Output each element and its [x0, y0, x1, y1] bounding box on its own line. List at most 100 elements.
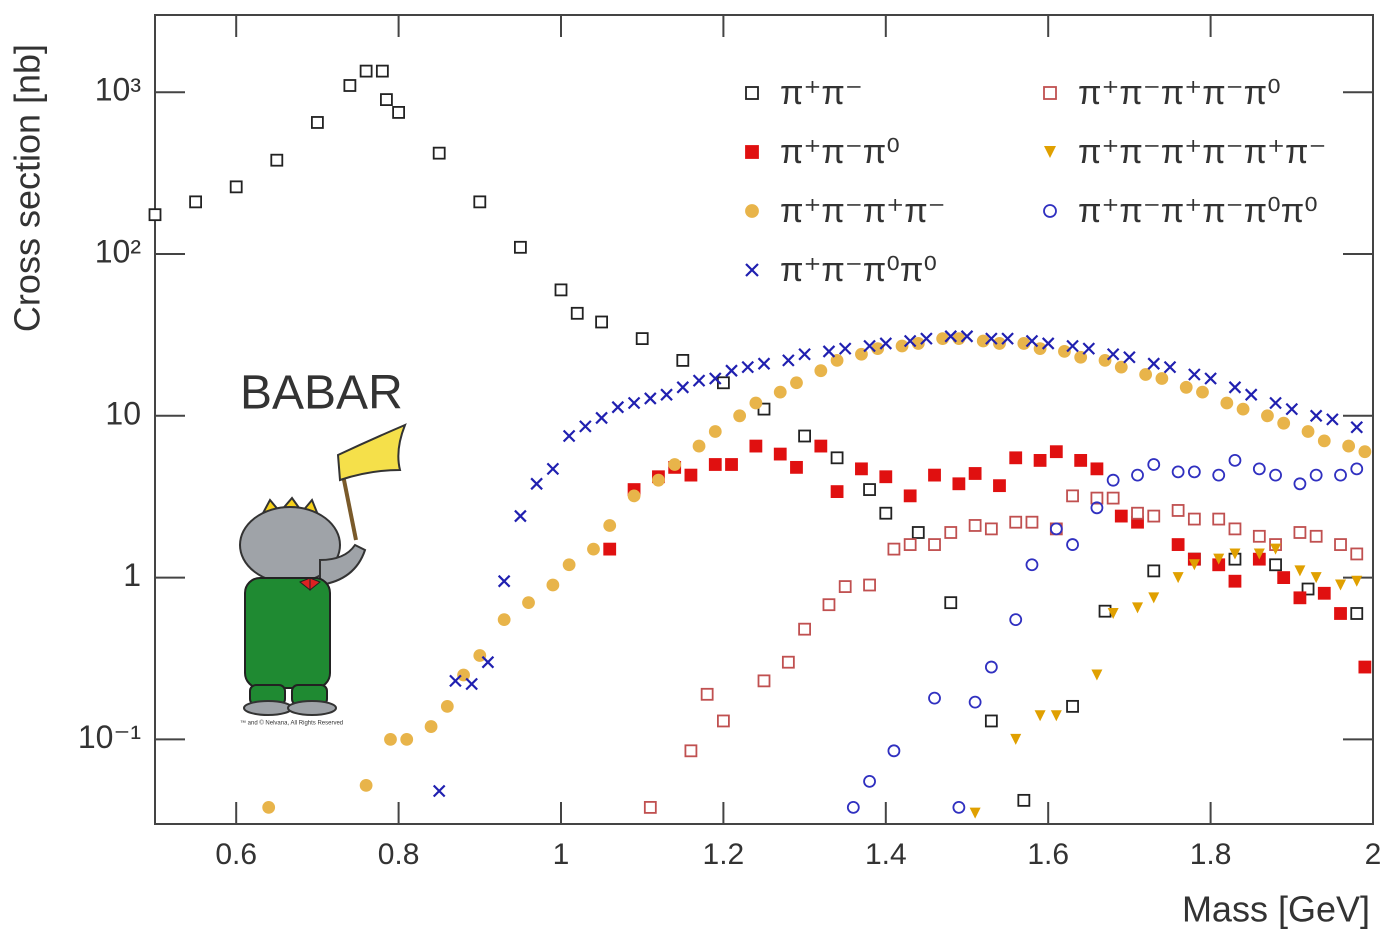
marker: [312, 117, 323, 128]
legend-label: π⁺π⁻π⁰: [780, 133, 900, 171]
marker: [361, 780, 372, 791]
marker: [1189, 514, 1200, 525]
marker: [970, 520, 981, 531]
marker: [856, 463, 867, 474]
marker: [1359, 662, 1370, 673]
marker: [474, 196, 485, 207]
annotation: BABAR: [240, 367, 403, 420]
legend-label: π⁺π⁻π⁰π⁰: [780, 251, 937, 289]
marker: [263, 802, 274, 813]
marker: [888, 544, 899, 555]
marker: [572, 308, 583, 319]
marker: [1343, 441, 1354, 452]
marker: [1140, 369, 1151, 380]
marker: [604, 520, 615, 531]
marker: [905, 539, 916, 550]
marker: [1116, 511, 1127, 522]
x-tick-label: 1: [553, 838, 570, 871]
marker: [1148, 565, 1159, 576]
marker: [401, 734, 412, 745]
marker: [694, 441, 705, 452]
marker: [1148, 511, 1159, 522]
marker: [1294, 592, 1305, 603]
marker: [783, 657, 794, 668]
marker: [393, 107, 404, 118]
marker: [759, 675, 770, 686]
marker: [1108, 493, 1119, 504]
marker: [864, 484, 875, 495]
marker: [945, 597, 956, 608]
marker: [588, 544, 599, 555]
y-tick-label: 1: [123, 557, 141, 593]
marker: [864, 580, 875, 591]
marker: [1278, 418, 1289, 429]
marker: [929, 539, 940, 550]
marker: [799, 431, 810, 442]
marker: [685, 745, 696, 756]
marker: [832, 452, 843, 463]
y-tick-label: 10⁻¹: [78, 719, 141, 755]
x-axis-title: Mass [GeV]: [1182, 889, 1370, 930]
marker: [929, 470, 940, 481]
marker: [1229, 576, 1240, 587]
marker: [746, 146, 758, 158]
marker: [685, 470, 696, 481]
copyright: ™ and © Nelvana, All Rights Reserved: [240, 720, 343, 727]
marker: [1018, 795, 1029, 806]
marker: [710, 426, 721, 437]
marker: [604, 544, 615, 555]
marker: [986, 523, 997, 534]
marker: [775, 387, 786, 398]
marker: [1173, 505, 1184, 516]
marker: [1335, 539, 1346, 550]
marker: [750, 397, 761, 408]
y-tick-label: 10³: [95, 72, 142, 108]
marker: [1311, 531, 1322, 542]
marker: [669, 459, 680, 470]
y-tick-label: 10²: [95, 233, 142, 269]
marker: [1294, 527, 1305, 538]
marker: [945, 527, 956, 538]
marker: [1091, 463, 1102, 474]
marker: [381, 94, 392, 105]
marker: [434, 148, 445, 159]
marker: [1035, 455, 1046, 466]
marker: [556, 284, 567, 295]
marker: [746, 205, 758, 217]
marker: [1197, 387, 1208, 398]
marker: [746, 87, 758, 99]
marker: [750, 441, 761, 452]
marker: [1351, 608, 1362, 619]
marker: [880, 508, 891, 519]
y-tick-label: 10: [105, 395, 141, 431]
y-axis-title: Cross section [nb]: [7, 44, 48, 332]
marker: [653, 475, 664, 486]
marker: [1229, 523, 1240, 534]
marker: [791, 462, 802, 473]
marker: [1303, 426, 1314, 437]
marker: [1335, 608, 1346, 619]
marker: [905, 490, 916, 501]
marker: [1213, 514, 1224, 525]
marker: [734, 410, 745, 421]
marker: [564, 559, 575, 570]
marker: [1026, 517, 1037, 528]
marker: [970, 468, 981, 479]
marker: [1018, 338, 1029, 349]
x-tick-label: 1.6: [1027, 838, 1069, 871]
marker: [726, 459, 737, 470]
legend-label: π⁺π⁻π⁺π⁻π⁰π⁰: [1078, 192, 1318, 230]
x-tick-label: 1.4: [865, 838, 907, 871]
marker: [953, 333, 964, 344]
legend-label: π⁺π⁻π⁺π⁻π⁺π⁻: [1078, 133, 1326, 171]
chart: BABAR ™ and © Nelvana, All Rights Reserv…: [0, 0, 1383, 937]
marker: [702, 689, 713, 700]
marker: [150, 209, 161, 220]
marker: [986, 715, 997, 726]
marker: [718, 715, 729, 726]
marker: [913, 527, 924, 538]
marker: [1351, 548, 1362, 559]
marker: [377, 66, 388, 77]
marker: [1067, 490, 1078, 501]
marker: [937, 333, 948, 344]
